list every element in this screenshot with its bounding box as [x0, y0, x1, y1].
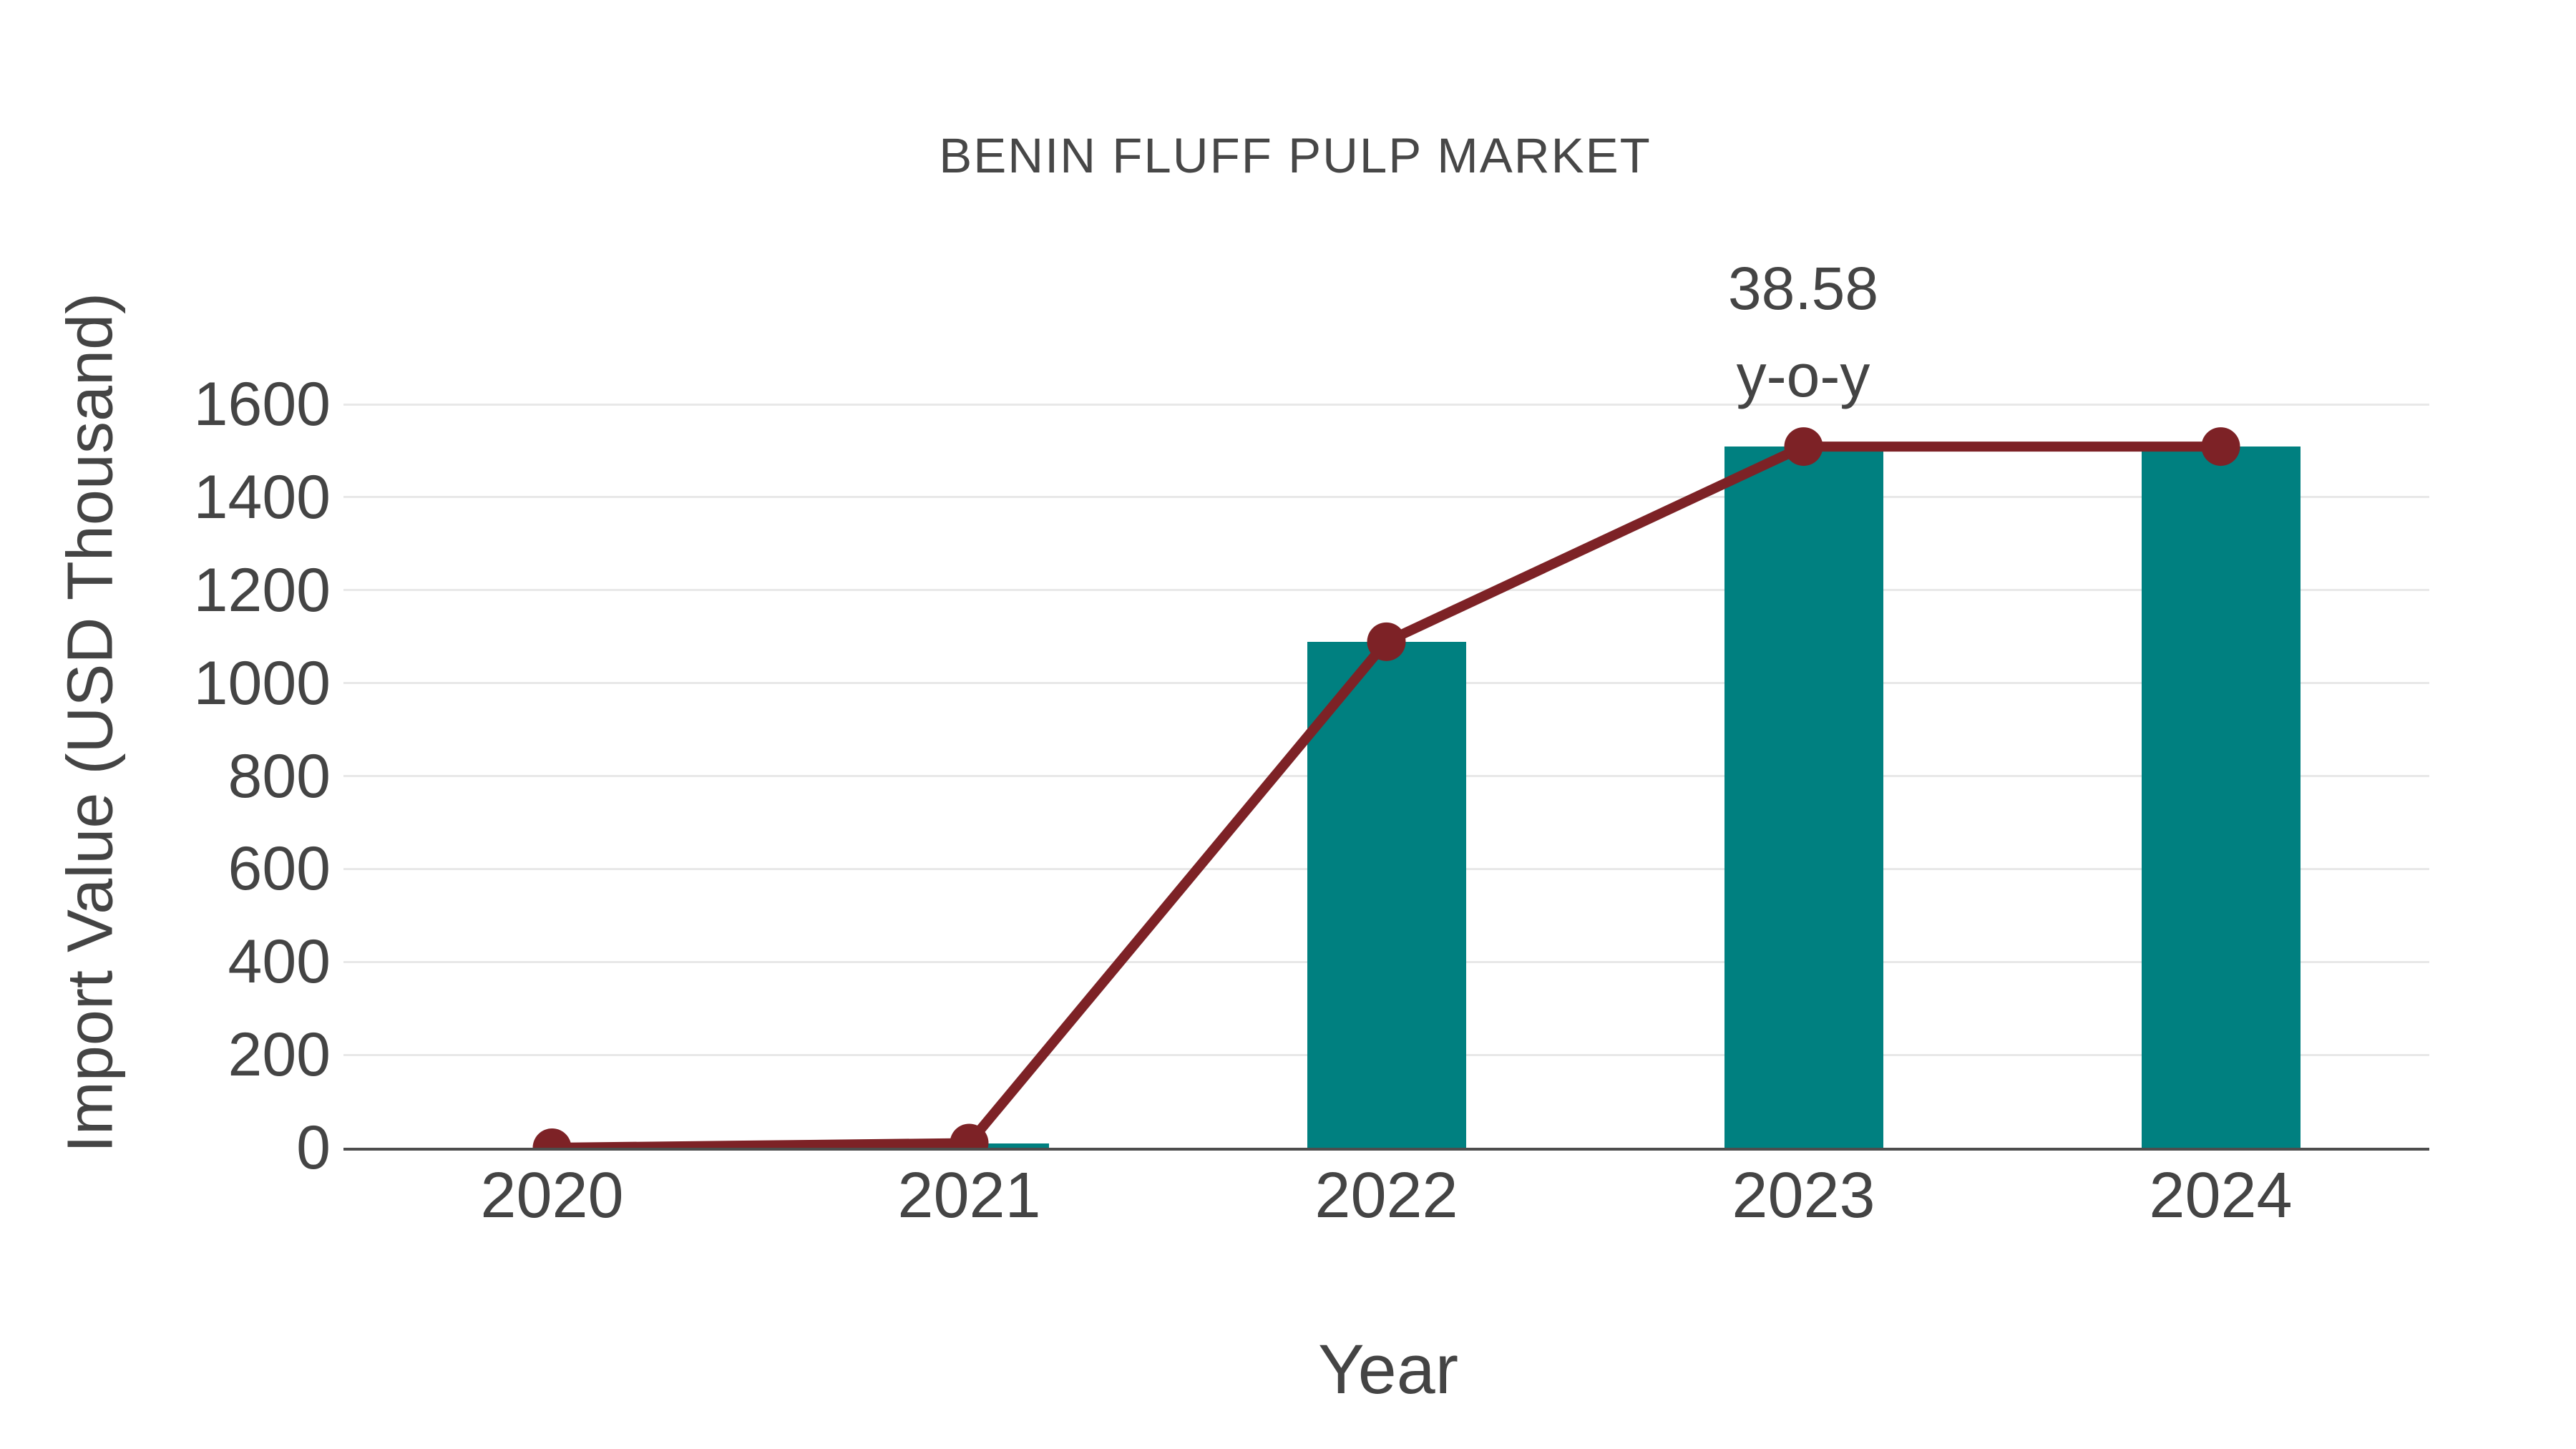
y-tick-label-1200: 1200 — [193, 555, 331, 625]
y-tick-label-1000: 1000 — [193, 648, 331, 718]
y-tick-label-200: 200 — [228, 1020, 331, 1090]
gridline-1600 — [343, 403, 2429, 406]
gridline-1400 — [343, 496, 2429, 499]
trend-marker-2023 — [1784, 427, 1823, 467]
bar-2023 — [1724, 447, 1883, 1148]
yoy-annotation-label: y-o-y — [1736, 342, 1870, 409]
bar-2024 — [2141, 447, 2301, 1148]
yoy-annotation-value: 38.58 — [1727, 255, 1879, 322]
chart-title: BENIN FLUFF PULP MARKET — [939, 128, 1652, 183]
y-axis-tick-labels: 0 200 400 600 800 1000 1200 1400 1600 — [0, 374, 336, 1179]
y-tick-label-1400: 1400 — [193, 462, 331, 532]
bar-2022 — [1307, 641, 1466, 1148]
trend-marker-2022 — [1367, 622, 1406, 661]
y-tick-label-1600: 1600 — [193, 370, 331, 439]
trend-marker-2021 — [950, 1123, 989, 1148]
x-axis-title: Year — [1318, 1330, 1458, 1408]
y-tick-label-400: 400 — [228, 927, 331, 997]
x-tick-label-2021: 2021 — [897, 1160, 1041, 1231]
x-tick-label-2020: 2020 — [480, 1160, 624, 1231]
yoy-annotation: 38.58 y-o-y — [1646, 245, 1961, 419]
y-tick-label-800: 800 — [228, 741, 331, 811]
plot-area — [343, 403, 2429, 1151]
trend-marker-2024 — [2201, 427, 2240, 467]
x-tick-label-2023: 2023 — [1732, 1160, 1875, 1231]
trend-line — [552, 441, 2221, 1148]
gridline-1200 — [343, 589, 2429, 592]
x-tick-label-2024: 2024 — [2149, 1160, 2293, 1231]
trend-line-layer — [532, 427, 2240, 1148]
x-axis-tick-labels: 2020 2021 2022 2023 2024 — [343, 1163, 2429, 1249]
y-tick-label-0: 0 — [296, 1113, 331, 1182]
x-tick-label-2022: 2022 — [1314, 1160, 1458, 1231]
trend-marker-2020 — [532, 1128, 572, 1148]
y-tick-label-600: 600 — [228, 834, 331, 904]
